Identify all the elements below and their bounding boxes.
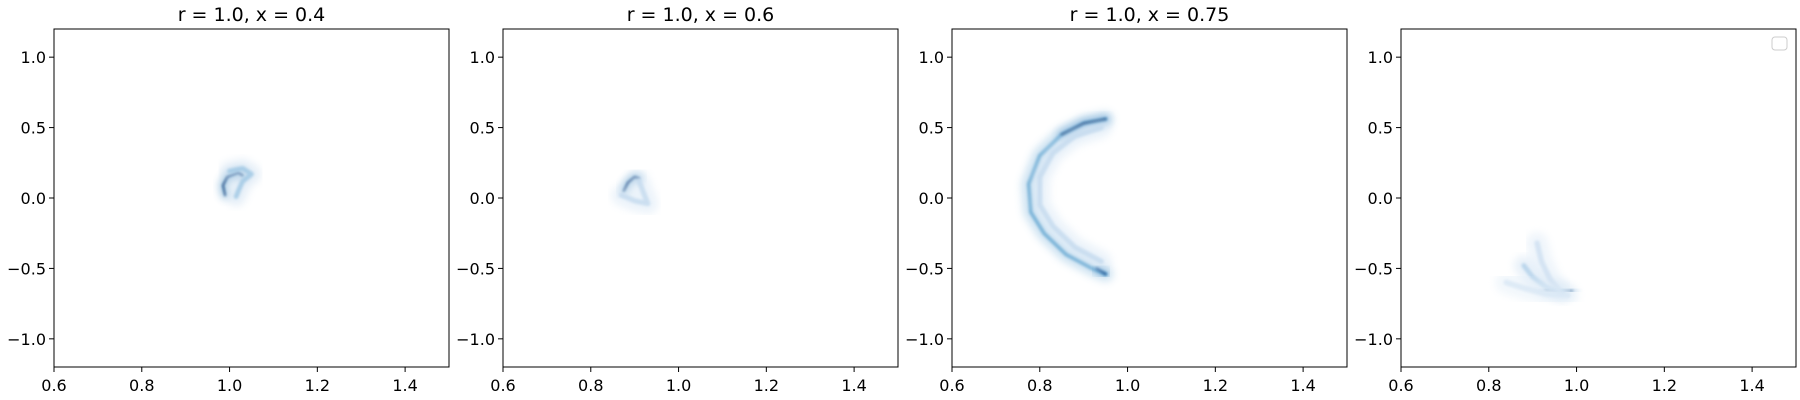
x-tick-label: 0.6 <box>939 376 964 395</box>
panel-2-axes-frame <box>502 28 899 368</box>
x-tick-label: 0.6 <box>1388 376 1413 395</box>
x-tick-label: 0.8 <box>1027 376 1052 395</box>
y-tick-label: 1.0 <box>21 48 46 67</box>
density-ridge-4 <box>1037 125 1104 264</box>
density-ridge-4 <box>1503 279 1571 299</box>
y-tick-label: 0.0 <box>21 189 46 208</box>
y-tick-label: −1.0 <box>456 330 495 349</box>
x-tick-label: 1.2 <box>754 376 779 395</box>
x-tick-label: 1.4 <box>392 376 417 395</box>
legend-box <box>1771 36 1788 51</box>
x-tick-label: 1.4 <box>841 376 866 395</box>
y-tick-label: 1.0 <box>919 48 944 67</box>
y-tick-label: 0.0 <box>919 189 944 208</box>
x-tick-label: 1.2 <box>305 376 330 395</box>
x-tick-label: 1.4 <box>1290 376 1315 395</box>
y-tick-label: 0.0 <box>470 189 495 208</box>
panel-1-density <box>218 158 261 207</box>
panel-3-axes-frame <box>951 28 1348 368</box>
y-tick-label: 0.5 <box>1368 119 1393 138</box>
density-ridge-2 <box>618 178 651 207</box>
panel-2-title: r = 1.0, x = 0.6 <box>627 4 775 26</box>
panel-3: 0.6 0.8 1.0 1.2 1.4 1.0 0.5 0.0 −0.5 −1.0 r = 1.0,… <box>905 4 1348 395</box>
panel-3-title: r = 1.0, x = 0.75 <box>1070 4 1230 26</box>
x-tick-label: 0.6 <box>490 376 515 395</box>
panel-2-density <box>611 170 659 214</box>
y-tick-label: −0.5 <box>905 259 944 278</box>
y-tick-label: 0.5 <box>919 119 944 138</box>
x-tick-label: 1.2 <box>1652 376 1677 395</box>
y-tick-label: −1.0 <box>7 330 46 349</box>
panel-4: 0.6 0.8 1.0 1.2 1.4 1.0 0.5 0.0 −0.5 −1.0 <box>1354 28 1797 395</box>
x-tick-label: 1.0 <box>217 376 242 395</box>
x-tick-label: 0.8 <box>578 376 603 395</box>
panel-4-density <box>1495 232 1580 307</box>
y-tick-label: −1.0 <box>905 330 944 349</box>
y-tick-label: −0.5 <box>7 259 46 278</box>
panel-1: 0.6 0.8 1.0 1.2 1.4 1.0 0.5 0.0 −0.5 −1.0 r = 1.0,… <box>7 4 450 395</box>
x-tick-label: 1.0 <box>1564 376 1589 395</box>
x-tick-label: 1.0 <box>666 376 691 395</box>
y-tick-label: 0.5 <box>470 119 495 138</box>
x-tick-label: 1.0 <box>1115 376 1140 395</box>
panel-2: 0.6 0.8 1.0 1.2 1.4 1.0 0.5 0.0 −0.5 −1.0 r = 1.0,… <box>456 4 899 395</box>
x-tick-label: 0.8 <box>1476 376 1501 395</box>
y-tick-label: −0.5 <box>456 259 495 278</box>
x-tick-label: 1.2 <box>1203 376 1228 395</box>
y-tick-label: 1.0 <box>470 48 495 67</box>
y-tick-label: 0.0 <box>1368 189 1393 208</box>
x-tick-label: 0.8 <box>129 376 154 395</box>
x-tick-label: 0.6 <box>41 376 66 395</box>
panel-1-title: r = 1.0, x = 0.4 <box>178 4 326 26</box>
y-tick-label: 1.0 <box>1368 48 1393 67</box>
y-tick-label: 0.5 <box>21 119 46 138</box>
density-ridge-2 <box>227 166 254 199</box>
panel-1-axes-frame <box>53 28 450 368</box>
y-tick-label: −0.5 <box>1354 259 1393 278</box>
y-tick-label: −1.0 <box>1354 330 1393 349</box>
panel-4-axes-frame <box>1400 28 1797 368</box>
x-tick-label: 1.4 <box>1739 376 1764 395</box>
panel-3-density <box>1021 111 1114 282</box>
